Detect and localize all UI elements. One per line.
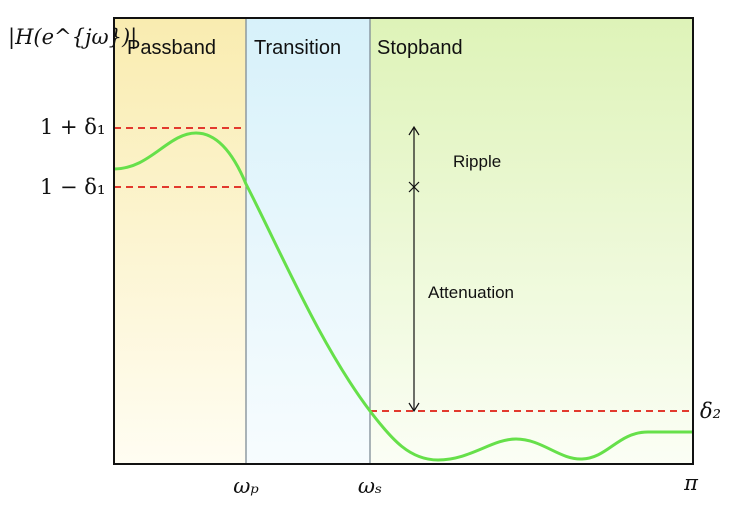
response-curve <box>113 131 693 462</box>
attenuation-arrowhead-bottom <box>408 402 420 413</box>
transition-region <box>246 18 370 464</box>
stopband-region <box>370 18 693 464</box>
ws-tick-label: ωₛ <box>358 474 382 498</box>
lower-tolerance-label: 1 − δ₁ <box>40 175 105 199</box>
stopband-level-label: δ₂ <box>700 399 721 423</box>
upper-tolerance-label: 1 + δ₁ <box>40 115 105 139</box>
plot-frame <box>113 17 694 465</box>
y-axis-label: |H(e^{jω})| <box>8 25 137 50</box>
wp-tick-label: ωₚ <box>233 474 259 498</box>
pi-tick-label: π <box>683 471 699 495</box>
arrow-junction-mark-b <box>408 181 420 193</box>
ripple-annotation: Ripple <box>453 152 501 171</box>
passband-label: Passband <box>127 37 216 59</box>
passband-region <box>114 18 246 464</box>
ripple-arrowhead-top <box>408 125 420 136</box>
transition-label: Transition <box>254 37 341 59</box>
stopband-label: Stopband <box>377 37 463 59</box>
attenuation-annotation: Attenuation <box>428 283 514 302</box>
